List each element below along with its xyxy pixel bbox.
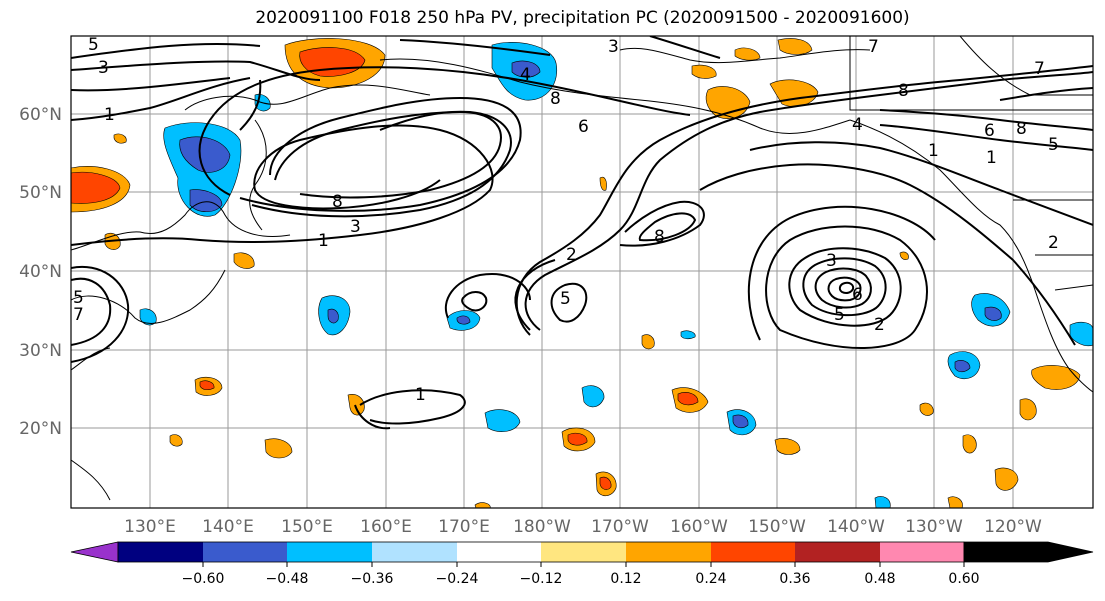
svg-text:3: 3: [826, 251, 837, 271]
colorbar-bin: [457, 542, 541, 562]
svg-text:7: 7: [868, 37, 879, 57]
svg-text:5: 5: [88, 35, 99, 55]
lon-label-140w: 140°W: [827, 517, 885, 537]
colorbar-tick-label: 0.48: [864, 571, 895, 587]
svg-text:5: 5: [1048, 135, 1059, 155]
colorbar-tick-label: −0.12: [520, 571, 563, 587]
colorbar-bin: [541, 542, 626, 562]
lon-label-140e: 140°E: [202, 517, 254, 537]
svg-text:8: 8: [898, 81, 909, 101]
colorbar-tick-label: 0.24: [695, 571, 726, 587]
svg-text:5: 5: [73, 288, 84, 308]
contour-labels: 5 3 1 3 7 8 3 1 4 8 6 7 8 1 4 6 8 5 1 2 …: [73, 35, 1059, 405]
colorbar-tick-label: −0.48: [266, 571, 309, 587]
svg-text:6: 6: [578, 117, 589, 137]
graticule: [71, 36, 1093, 508]
svg-text:3: 3: [608, 37, 619, 57]
lon-label-150e: 150°E: [281, 517, 333, 537]
lon-label-180w: 180°W: [513, 517, 571, 537]
svg-text:7: 7: [73, 305, 84, 325]
colorbar-bin: [880, 542, 964, 562]
lat-label-20n: 20°N: [19, 419, 62, 439]
colorbar-bin: [287, 542, 372, 562]
svg-text:6: 6: [852, 285, 863, 305]
svg-text:8: 8: [1016, 119, 1027, 139]
svg-text:1: 1: [928, 141, 939, 161]
svg-text:1: 1: [415, 385, 426, 405]
lon-label-150w: 150°W: [748, 517, 806, 537]
colorbar-tick-label: 0.12: [610, 571, 641, 587]
svg-text:6: 6: [984, 121, 995, 141]
lon-label-160e: 160°E: [360, 517, 412, 537]
lon-label-120w: 120°W: [984, 517, 1042, 537]
lat-label-60n: 60°N: [19, 105, 62, 125]
colorbar-bin: [626, 542, 711, 562]
colorbar-bin: [372, 542, 457, 562]
svg-text:8: 8: [654, 227, 665, 247]
lat-label-30n: 30°N: [19, 341, 62, 361]
svg-text:2: 2: [874, 315, 885, 335]
svg-text:4: 4: [520, 65, 531, 85]
latitude-labels: 60°N 50°N 40°N 30°N 20°N: [19, 105, 62, 439]
svg-text:2: 2: [566, 245, 577, 265]
colorbar-bin: [795, 542, 880, 562]
colorbar-tick-label: −0.24: [436, 571, 479, 587]
colorbar-extend-high: [963, 541, 1094, 563]
svg-text:7: 7: [1034, 59, 1045, 79]
colorbar-tick-label: −0.60: [182, 571, 225, 587]
svg-text:4: 4: [852, 115, 863, 135]
lon-label-170w: 170°W: [591, 517, 649, 537]
colorbar: −0.60 −0.48 −0.36 −0.24 −0.12 0.12 0.24 …: [70, 541, 1094, 587]
svg-text:8: 8: [332, 192, 343, 212]
lat-label-50n: 50°N: [19, 183, 62, 203]
map-frame: [70, 35, 1094, 509]
lat-label-40n: 40°N: [19, 262, 62, 282]
coastlines: [71, 36, 1093, 501]
lon-label-160w: 160°W: [670, 517, 728, 537]
lon-label-130e: 130°E: [124, 517, 176, 537]
svg-text:1: 1: [104, 105, 115, 125]
lon-label-170e: 170°E: [438, 517, 490, 537]
colorbar-tick-label: 0.60: [948, 571, 979, 587]
svg-text:1: 1: [986, 148, 997, 168]
lon-label-130w: 130°W: [905, 517, 963, 537]
svg-text:3: 3: [98, 58, 109, 78]
map-title: 2020091100 F018 250 hPa PV, precipitatio…: [255, 8, 910, 28]
colorbar-tick-label: −0.36: [351, 571, 394, 587]
colorbar-bin: [203, 542, 287, 562]
svg-text:1: 1: [318, 231, 329, 251]
svg-text:5: 5: [834, 305, 845, 325]
colorbar-tick-label: 0.36: [779, 571, 810, 587]
colorbar-bin: [118, 542, 203, 562]
pv-contours: [71, 36, 1093, 430]
svg-text:5: 5: [560, 289, 571, 309]
precipitation-shading: [71, 38, 1093, 508]
colorbar-bin: [711, 542, 795, 562]
svg-text:2: 2: [1048, 233, 1059, 253]
svg-text:3: 3: [350, 217, 361, 237]
colorbar-extend-low: [70, 541, 119, 563]
longitude-labels: 130°E 140°E 150°E 160°E 170°E 180°W 170°…: [124, 517, 1042, 537]
svg-text:8: 8: [550, 89, 561, 109]
